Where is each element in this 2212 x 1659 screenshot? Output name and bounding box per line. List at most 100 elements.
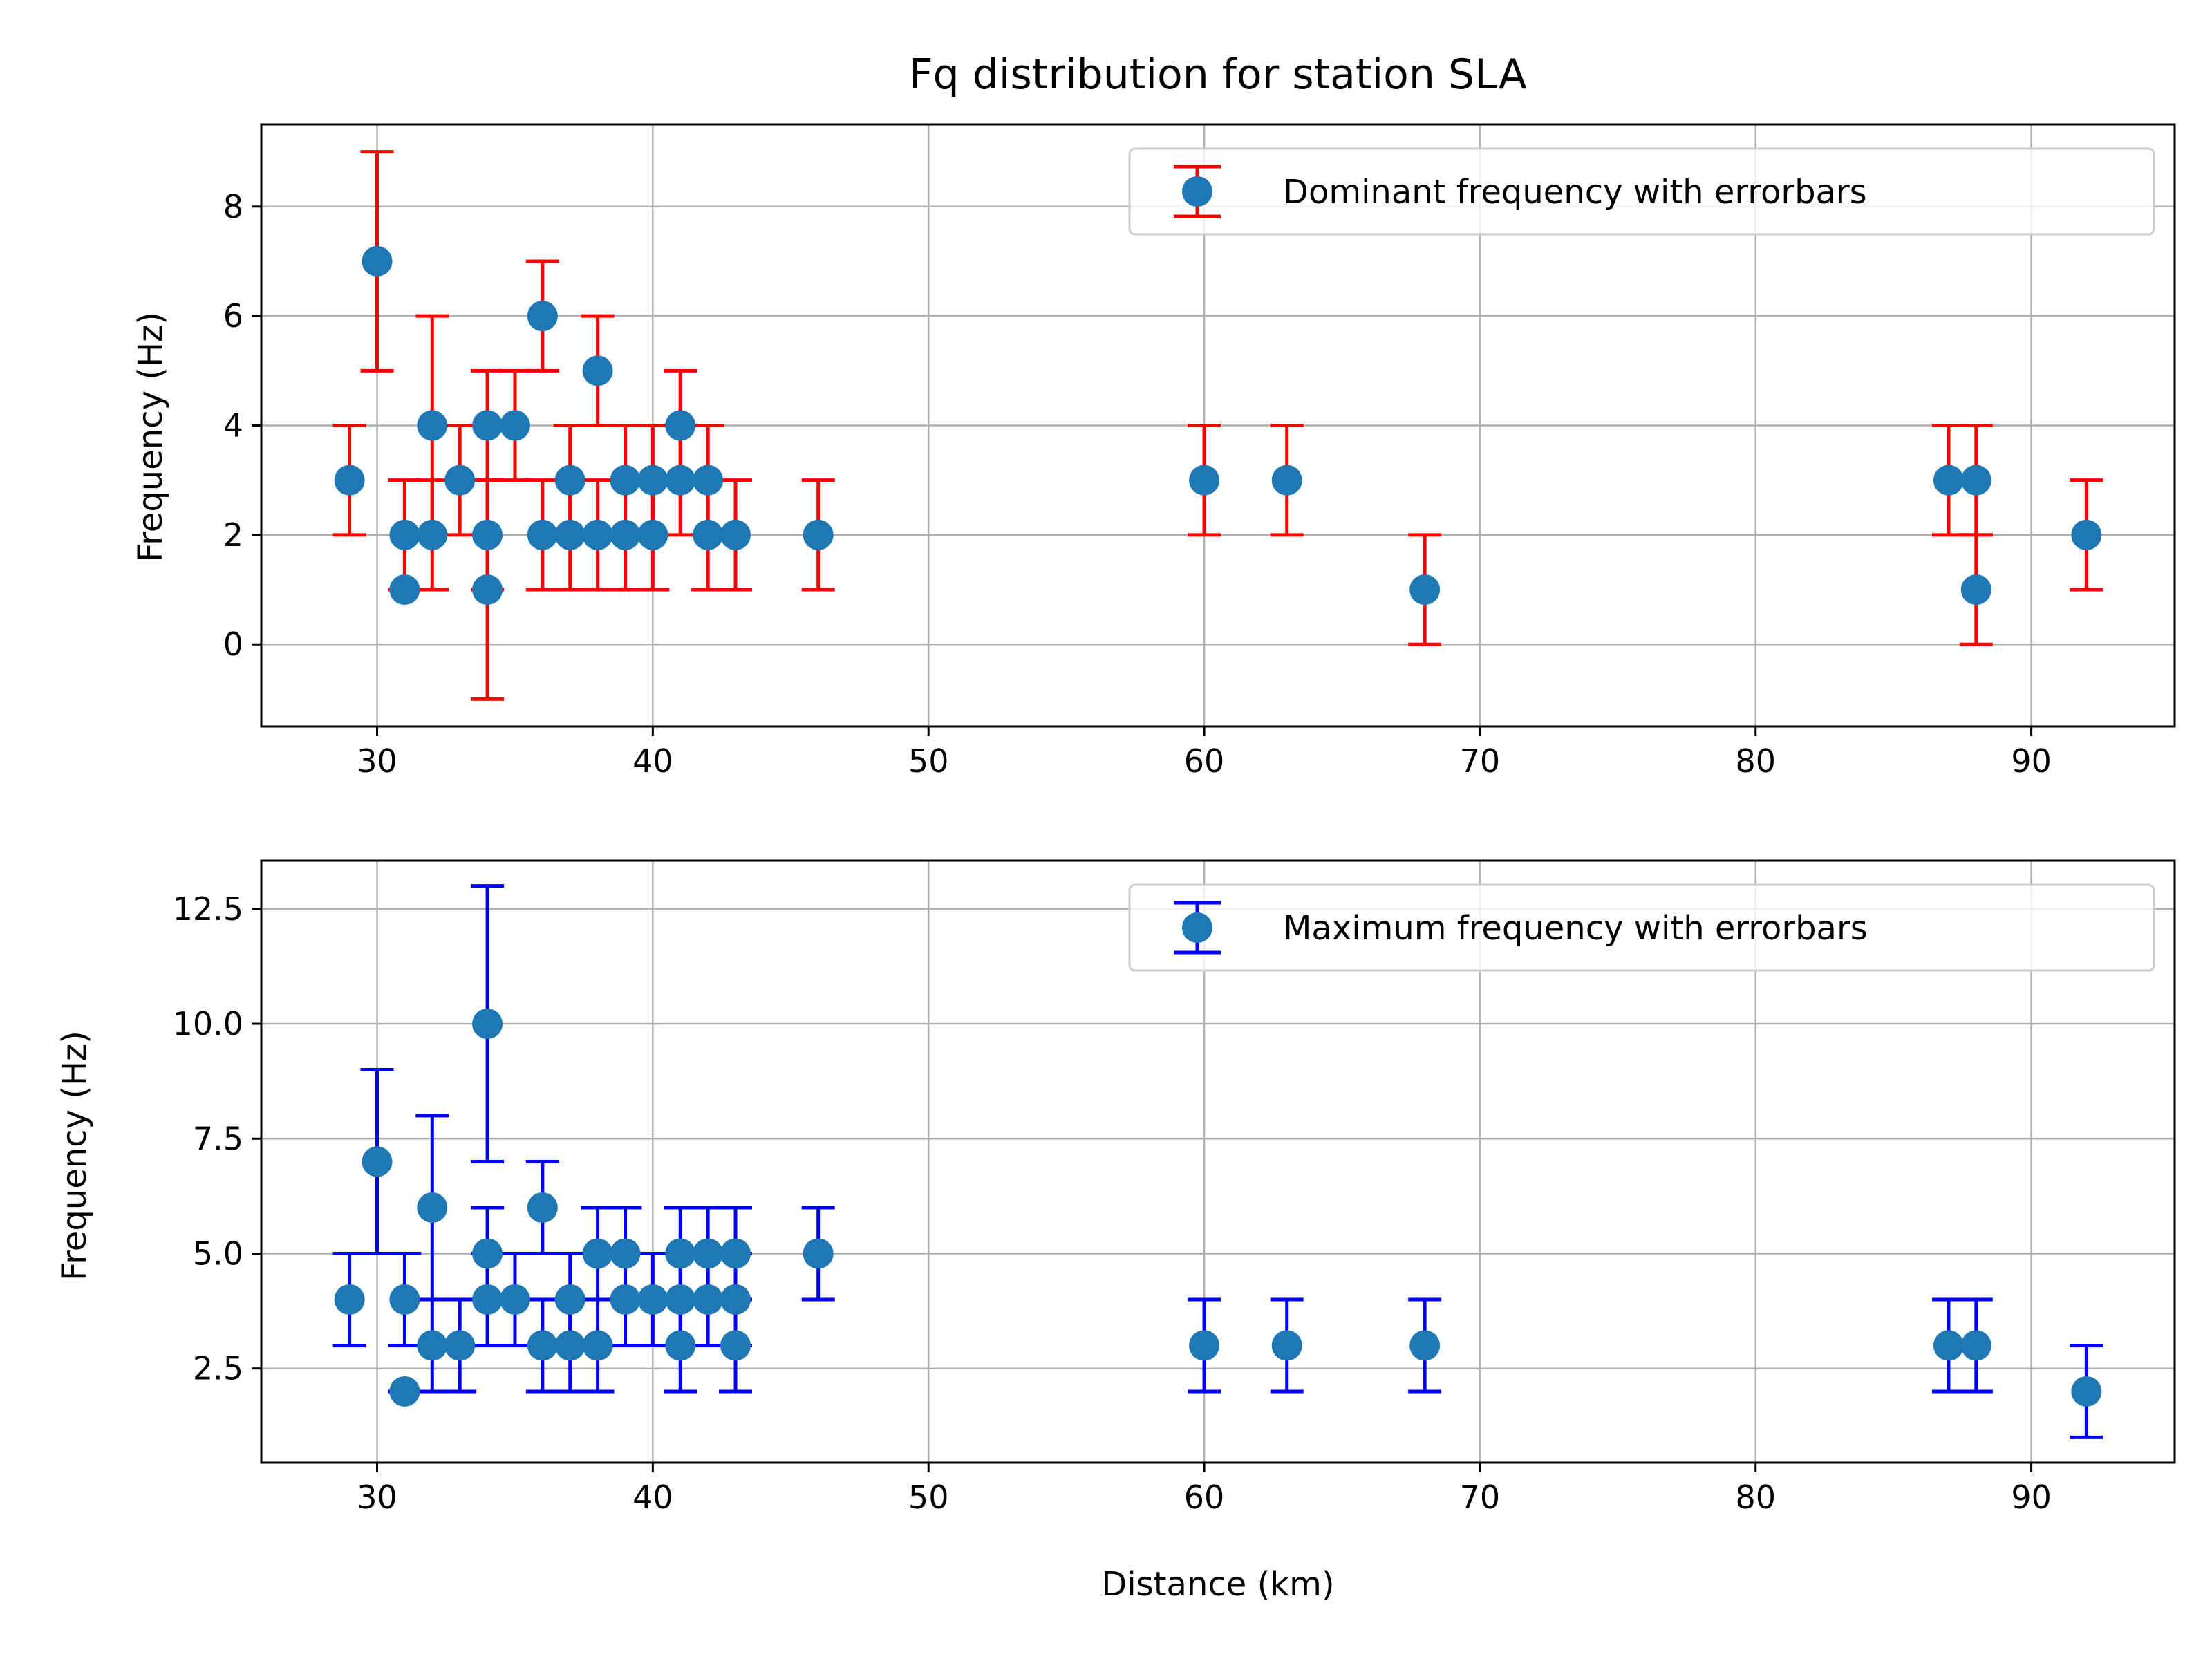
data-point — [610, 519, 641, 550]
y-axis-label: Frequency (Hz) — [131, 312, 170, 562]
data-point — [472, 1238, 503, 1269]
x-tick-label: 90 — [2011, 742, 2052, 780]
data-point — [417, 519, 448, 550]
data-point — [472, 410, 503, 441]
data-point — [472, 574, 503, 606]
legend-label: Maximum frequency with errorbars — [1283, 909, 1868, 948]
data-point — [1933, 465, 1964, 496]
data-point — [665, 465, 696, 496]
legend-marker — [1182, 176, 1212, 207]
data-point — [1960, 465, 1991, 496]
legend-marker — [1182, 912, 1212, 943]
y-tick-label: 5.0 — [193, 1235, 243, 1272]
maximum-frequency-panel: Frequency (Hz) Distance (km) 30 40 50 60 70 8… — [55, 859, 2176, 1604]
data-point — [527, 1192, 558, 1223]
x-tick-label: 30 — [357, 1479, 397, 1516]
data-point — [1189, 1330, 1220, 1361]
x-tick-label: 60 — [1184, 742, 1225, 780]
data-point — [389, 574, 420, 606]
data-point — [1409, 574, 1441, 606]
data-point — [1933, 1330, 1964, 1361]
x-tick-label: 70 — [1460, 1479, 1501, 1516]
legend-box — [1128, 147, 2155, 236]
data-point — [720, 519, 751, 550]
data-point — [444, 465, 476, 496]
data-point — [665, 410, 696, 441]
legend-box — [1128, 883, 2155, 972]
plot-frame — [260, 123, 2176, 728]
data-point — [582, 1330, 613, 1361]
y-tick-label: 2.5 — [193, 1350, 243, 1387]
data-point — [444, 1330, 476, 1361]
data-point — [362, 245, 393, 276]
data-point — [1960, 574, 1991, 606]
data-point — [2071, 519, 2102, 550]
data-point — [665, 1330, 696, 1361]
data-point — [472, 519, 503, 550]
data-point — [1271, 1330, 1302, 1361]
plot-frame — [260, 859, 2176, 1464]
data-point — [417, 1192, 448, 1223]
x-tick-label: 60 — [1184, 1479, 1225, 1516]
data-point — [610, 1284, 641, 1315]
x-tick-label: 70 — [1460, 742, 1501, 780]
data-point — [554, 1284, 585, 1315]
x-tick-label: 80 — [1735, 1479, 1776, 1516]
dominant-frequency-panel: Frequency (Hz) 30 40 50 60 70 80 90 0 2 4 6 8 Domina… — [131, 123, 2176, 780]
data-point — [1189, 465, 1220, 496]
data-point — [693, 465, 724, 496]
data-point — [389, 519, 420, 550]
data-point — [582, 355, 613, 386]
x-tick-label: 90 — [2011, 1479, 2052, 1516]
data-point — [554, 1330, 585, 1361]
y-tick-label: 4 — [223, 407, 243, 444]
data-point — [362, 1146, 393, 1177]
data-point — [527, 1330, 558, 1361]
data-point — [720, 1238, 751, 1269]
data-point — [499, 1284, 530, 1315]
data-point — [472, 1009, 503, 1040]
data-point — [389, 1284, 420, 1315]
data-point — [720, 1330, 751, 1361]
legend: Dominant frequency with errorbars — [1128, 147, 2155, 236]
data-point — [665, 1284, 696, 1315]
x-tick-label: 40 — [632, 1479, 673, 1516]
data-point — [803, 1238, 834, 1269]
data-point — [637, 465, 668, 496]
x-tick-label: 40 — [632, 742, 673, 780]
data-point — [610, 1238, 641, 1269]
x-tick-label: 30 — [357, 742, 397, 780]
data-point — [693, 1284, 724, 1315]
data-point — [417, 1330, 448, 1361]
data-point — [1271, 465, 1302, 496]
data-point — [610, 465, 641, 496]
x-tick-label: 50 — [908, 742, 949, 780]
y-tick-label: 2 — [223, 516, 243, 554]
data-point — [720, 1284, 751, 1315]
data-point — [389, 1376, 420, 1407]
y-tick-label: 6 — [223, 297, 243, 335]
data-point — [637, 1284, 668, 1315]
x-tick-label: 80 — [1735, 742, 1776, 780]
data-point — [527, 519, 558, 550]
data-point — [1409, 1330, 1441, 1361]
legend: Maximum frequency with errorbars — [1128, 883, 2155, 972]
data-point — [693, 519, 724, 550]
data-point — [803, 519, 834, 550]
data-point — [334, 465, 365, 496]
data-point — [417, 410, 448, 441]
data-point — [582, 519, 613, 550]
legend-label: Dominant frequency with errorbars — [1283, 173, 1867, 212]
x-axis-label: Distance (km) — [1101, 1565, 1334, 1604]
data-point — [334, 1284, 365, 1315]
data-point — [2071, 1376, 2102, 1407]
data-point — [472, 1284, 503, 1315]
y-tick-label: 0 — [223, 626, 243, 663]
data-point — [499, 410, 530, 441]
y-tick-label: 12.5 — [173, 890, 243, 928]
data-point — [1960, 1330, 1991, 1361]
data-point — [554, 465, 585, 496]
y-axis-label: Frequency (Hz) — [55, 1031, 94, 1281]
